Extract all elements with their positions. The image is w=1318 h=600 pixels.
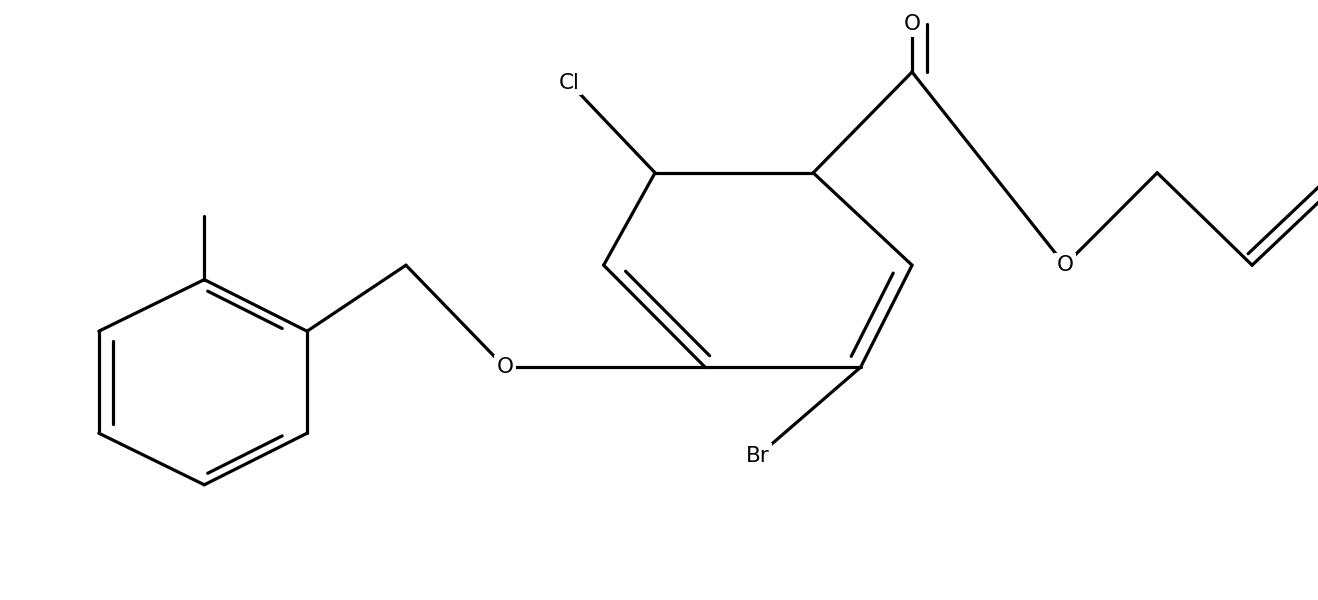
Text: O: O [497,357,513,377]
Text: O: O [904,14,920,34]
Text: Br: Br [746,446,770,466]
Text: Cl: Cl [559,73,580,93]
Text: O: O [1057,255,1073,275]
